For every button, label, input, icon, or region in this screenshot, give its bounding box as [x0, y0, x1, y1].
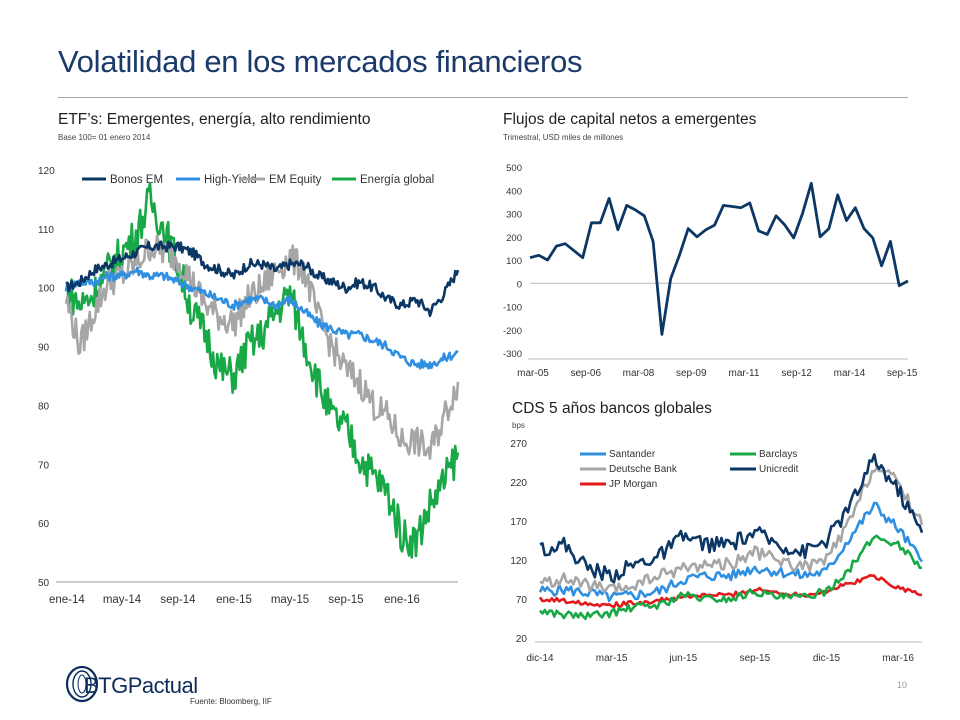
flujos-x-tick-label: sep-12	[781, 368, 812, 379]
etf-x-tick-label: may-15	[271, 594, 309, 606]
etf-series-line	[65, 240, 460, 318]
etf-y-tick-label: 60	[38, 519, 50, 530]
etf-y-tick-label: 100	[38, 284, 55, 295]
cds-x-tick-label: jun-15	[668, 653, 697, 664]
flujos-y-tick-label: 300	[506, 210, 522, 221]
etf-series-line	[64, 234, 460, 460]
cds-x-tick-label: dic-14	[526, 653, 554, 664]
cds-y-tick-label: 220	[510, 478, 527, 489]
cds-y-tick-label: 170	[510, 517, 527, 528]
etf-x-tick-label: ene-14	[49, 594, 85, 606]
flujos-y-tick-label: 200	[506, 233, 522, 244]
flujos-x-tick-label: mar-14	[834, 368, 866, 379]
etf-y-tick-label: 110	[38, 225, 54, 236]
flujos-x-tick-label: sep-15	[887, 368, 918, 379]
flujos-y-tick-label: 500	[506, 163, 522, 174]
page-title: Volatilidad en los mercados financieros	[58, 44, 583, 79]
cds-x-tick-label: sep-15	[740, 653, 771, 664]
flujos-y-tick-label: 100	[506, 256, 522, 267]
flujos-y-tick-label: -100	[503, 303, 522, 314]
cds-legend-label: Unicredit	[759, 464, 799, 475]
flujos-panel-subtitle: Trimestral, USD miles de millones	[503, 133, 624, 142]
flujos-x-tick-label: mar-05	[517, 368, 549, 379]
etf-x-tick-label: ene-16	[384, 594, 420, 606]
etf-legend-label: Bonos EM	[110, 174, 163, 186]
etf-legend-label: EM Equity	[269, 174, 322, 186]
etf-y-tick-label: 70	[38, 460, 50, 471]
etf-x-tick-label: sep-14	[160, 594, 196, 606]
cds-series-line	[538, 534, 923, 621]
etf-x-tick-label: ene-15	[216, 594, 252, 606]
flujos-x-tick-label: mar-08	[623, 368, 655, 379]
btg-logo-icon	[65, 665, 99, 703]
etf-y-tick-label: 50	[38, 578, 50, 589]
etf-y-tick-label: 80	[38, 401, 50, 412]
cds-y-tick-label: 120	[510, 556, 527, 567]
logo-text: BTGPactual	[84, 673, 198, 698]
cds-y-tick-label: 20	[516, 634, 528, 645]
cds-y-tick-label: 270	[510, 439, 527, 450]
flujos-y-tick-label: -300	[503, 349, 522, 360]
etf-y-tick-label: 120	[38, 166, 55, 177]
etf-x-tick-label: may-14	[103, 594, 142, 606]
cds-x-tick-label: mar-16	[882, 653, 914, 664]
flujos-series-line	[529, 181, 909, 336]
cds-panel-title: CDS 5 años bancos globales	[512, 400, 712, 417]
flujos-x-tick-label: mar-11	[729, 368, 760, 379]
flujos-y-tick-label: -200	[503, 326, 522, 337]
cds-legend-label: JP Morgan	[609, 479, 657, 490]
etf-legend-label: Energía global	[360, 174, 434, 186]
flujos-x-tick-label: sep-09	[676, 368, 707, 379]
page-number: 10	[897, 680, 908, 690]
cds-y-tick-label: 70	[516, 595, 528, 606]
cds-x-tick-label: mar-15	[596, 653, 628, 664]
etf-legend-label: High-Yield	[204, 174, 257, 186]
title-divider	[58, 97, 908, 98]
etf-panel-subtitle: Base 100= 01 enero 2014	[58, 133, 151, 142]
etf-series-line	[65, 181, 460, 559]
source-note: Fuente: Bloomberg, IIF	[190, 697, 272, 706]
etf-panel-title: ETF’s: Emergentes, energía, alto rendimi…	[58, 111, 371, 128]
flujos-y-tick-label: 0	[517, 279, 522, 290]
etf-x-tick-label: sep-15	[328, 594, 363, 606]
cds-legend-label: Barclays	[759, 449, 797, 460]
cds-panel-subtitle: bps	[512, 421, 525, 430]
etf-y-tick-label: 90	[38, 343, 50, 354]
cds-x-tick-label: dic-15	[813, 653, 841, 664]
etf-series-line	[64, 266, 459, 370]
cds-series-line	[539, 466, 924, 594]
cds-legend-label: Santander	[609, 449, 656, 460]
flujos-x-tick-label: sep-06	[570, 368, 601, 379]
flujos-panel-title: Flujos de capital netos a emergentes	[503, 111, 757, 128]
cds-series-line	[538, 574, 923, 609]
cds-series-line	[539, 453, 924, 584]
cds-legend-label: Deutsche Bank	[609, 464, 678, 475]
flujos-y-tick-label: 400	[506, 186, 522, 197]
